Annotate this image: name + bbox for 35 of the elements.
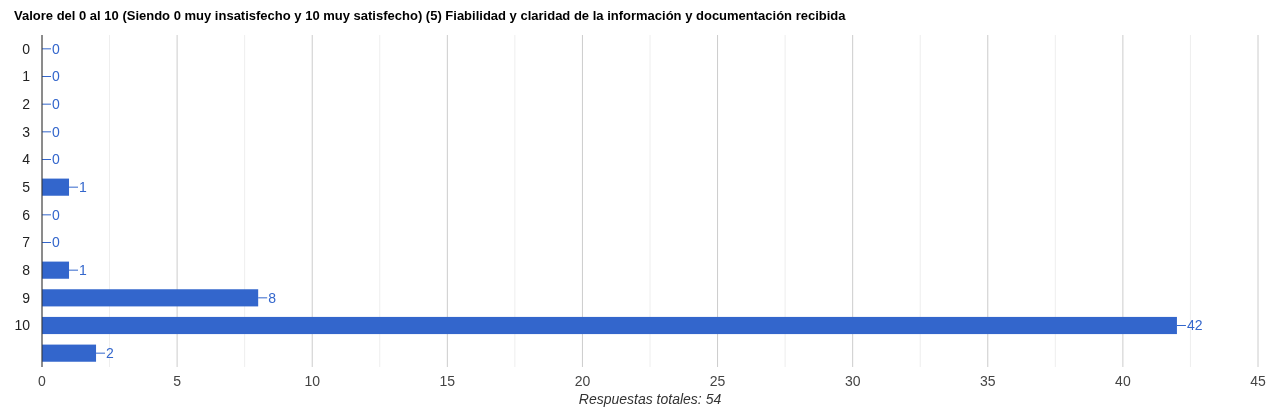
y-tick-label: 9: [22, 289, 31, 306]
data-label: 42: [1186, 317, 1203, 334]
x-tick-label: 15: [439, 373, 456, 389]
y-tick-label: 4: [22, 151, 31, 168]
data-label: 0: [52, 40, 60, 57]
x-tick-label: 30: [844, 373, 861, 389]
y-tick-label: 7: [22, 234, 31, 251]
y-tick-label: 1: [22, 68, 31, 85]
data-label: 0: [52, 123, 60, 140]
data-label: 0: [52, 68, 60, 85]
data-label: 1: [79, 179, 88, 196]
x-tick-label: 5: [173, 373, 182, 389]
y-tick-label: 8: [22, 262, 31, 279]
data-label: 0: [52, 206, 60, 223]
data-label: 2: [106, 345, 115, 362]
x-tick-label: 45: [1250, 373, 1266, 389]
x-tick-label: 40: [1115, 373, 1131, 389]
x-tick-label: 35: [979, 373, 996, 389]
x-tick-label: 0: [38, 373, 47, 389]
data-label: 0: [52, 96, 60, 113]
data-label: 8: [268, 289, 277, 306]
y-tick-label: 2: [22, 96, 31, 113]
y-tick-label: 3: [22, 123, 31, 140]
x-axis-title: Respuestas totales: 54: [578, 391, 722, 407]
data-label: 1: [79, 262, 88, 279]
y-tick-label: 0: [22, 40, 31, 57]
chart-title: Valore del 0 al 10 (Siendo 0 muy insatisfecho y 10 muy satisfecho) (5) Fiabilidad y claridad de la información y documentación recibida: [14, 8, 847, 23]
y-tick-label: 6: [22, 206, 31, 223]
data-label: 0: [52, 234, 60, 251]
data-label: 0: [52, 151, 60, 168]
x-tick-label: 20: [574, 373, 591, 389]
x-tick-label: 10: [304, 373, 321, 389]
y-tick-label: 5: [22, 179, 31, 196]
x-tick-label: 25: [709, 373, 726, 389]
y-tick-label: 10: [14, 317, 31, 334]
